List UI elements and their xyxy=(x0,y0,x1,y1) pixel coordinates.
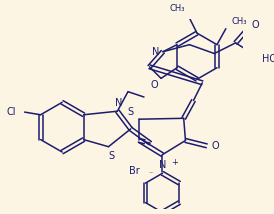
Text: N: N xyxy=(152,47,159,57)
Text: CH₃: CH₃ xyxy=(231,17,247,26)
Text: +: + xyxy=(171,158,178,167)
Text: O: O xyxy=(150,80,158,91)
Text: N: N xyxy=(115,98,123,108)
Text: S: S xyxy=(108,151,114,160)
Text: CH₃: CH₃ xyxy=(169,4,185,13)
Text: ⁻: ⁻ xyxy=(149,170,153,179)
Text: Cl: Cl xyxy=(6,107,16,117)
Text: HO: HO xyxy=(262,54,274,64)
Text: Br: Br xyxy=(129,166,139,176)
Text: O: O xyxy=(212,141,219,151)
Text: O: O xyxy=(251,20,259,30)
Text: S: S xyxy=(127,107,133,117)
Text: N: N xyxy=(159,160,166,170)
